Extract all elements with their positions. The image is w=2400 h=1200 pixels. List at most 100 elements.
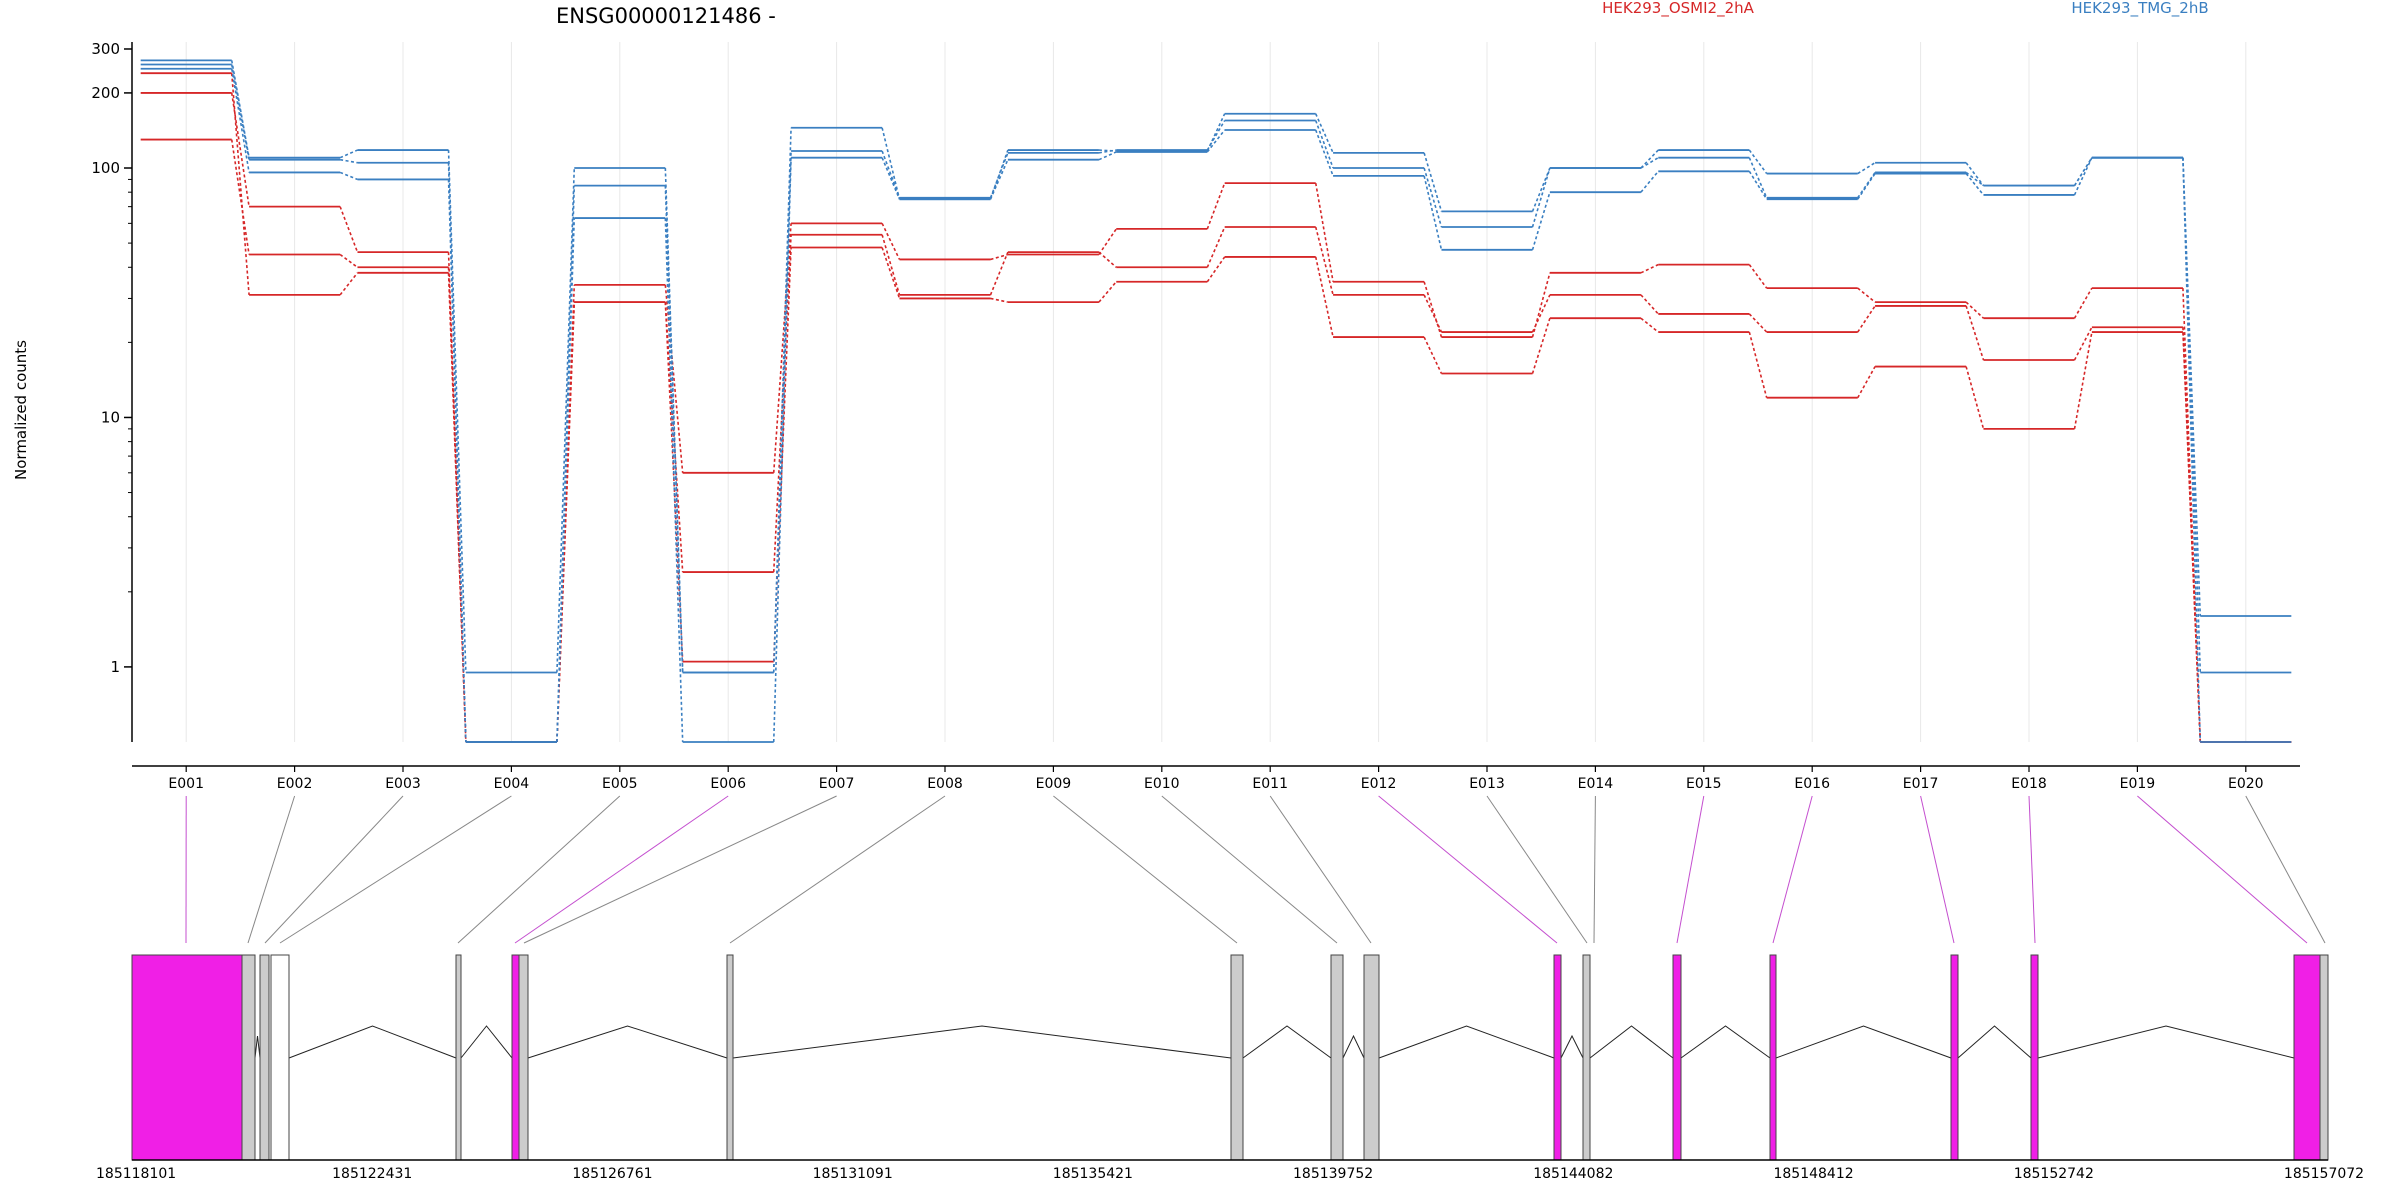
intron [460,1025,513,1059]
coordinate-label: 185144082 [1533,1166,1613,1182]
x-tick-label: E014 [1578,776,1614,792]
exon-block [1582,954,1591,1161]
series-transition [1531,191,1551,251]
series-transition [1206,226,1226,268]
x-tick-label: E015 [1686,776,1722,792]
x-tick-label: E020 [2228,776,2264,792]
exon-block [511,954,520,1161]
series-transition [1098,149,1117,154]
legend-entry: HEK293_TMG_2hB [2071,0,2208,18]
series-transition [1531,167,1551,212]
exon-block [2319,954,2329,1161]
series-transition [230,73,250,295]
exon-connector [264,795,404,944]
intron [2037,1025,2295,1059]
exon-block [455,954,462,1161]
series-transition [230,139,250,255]
series-transition [1748,264,1768,289]
exon-connector [2137,795,2308,944]
series-transition [1965,173,1985,196]
intron [1342,1034,1365,1059]
coordinate-label: 185135421 [1053,1166,1133,1182]
series [140,67,2292,743]
exon-block [1553,954,1562,1161]
series-transition [1965,171,1984,187]
chart-title: ENSG00000121486 - [556,4,776,28]
x-tick-label: E002 [277,776,313,792]
x-tick-label: E011 [1252,776,1288,792]
exon-connector [247,795,296,944]
exon-connector [729,795,946,944]
series-transition [339,272,359,296]
intron [1775,1025,1952,1059]
series-transition [1314,182,1334,282]
series-transition [881,223,901,260]
series-transition [1098,281,1117,303]
series-transition [1531,272,1551,338]
intron [1957,1025,2032,1059]
series-transition [990,297,1009,303]
series-transition [2073,157,2093,187]
series [140,138,2292,743]
x-tick-label: E009 [1036,776,1072,792]
x-tick-label: E012 [1361,776,1397,792]
series-transition [664,185,684,673]
series-transition [339,149,358,159]
series-transition [556,185,576,743]
exon-connector [1269,795,1372,944]
series-transition [556,218,576,743]
series-transition [772,234,792,573]
series-transition [2073,287,2093,319]
series-transition [881,234,901,296]
coordinate-label: 185139752 [1293,1166,1373,1182]
series-transition [339,171,358,181]
series-transition [772,150,792,673]
series-transition [664,284,684,473]
series-transition [2182,332,2202,743]
series-transition [1314,129,1334,177]
series-transition [989,251,1009,296]
exon-block [2293,954,2321,1161]
exon-block [518,954,529,1161]
series-transition [1423,336,1443,374]
series-transition [664,218,684,743]
exon-block [259,954,270,1161]
series-transition [1857,162,1876,175]
exon-block [1950,954,1959,1161]
exon-block [2030,954,2039,1161]
y-axis-label: Normalized counts [12,340,30,480]
series-transition [1531,167,1551,228]
series-transition [1098,251,1117,268]
series-transition [1206,182,1226,230]
coordinate-label: 185152742 [2014,1166,2094,1182]
series-transition [1423,167,1443,228]
y-tick-label: 300 [91,40,120,58]
series-transition [1965,162,1985,187]
series-transition [1857,366,1876,399]
x-tick-label: E006 [710,776,746,792]
gene-model: 185118101 185122431 185126761 185131091 1851… [96,954,2364,1182]
exon-block [1769,954,1777,1161]
x-tick-label: E010 [1144,776,1180,792]
series-transition [1640,170,1659,193]
series-transition [664,167,684,673]
exon-connector [1593,795,1596,944]
series-transition [1531,294,1551,333]
series-transition [1748,157,1768,199]
series-transition [1748,149,1768,175]
exon-connector [2028,795,2036,944]
series-transition [2073,326,2093,361]
x-tick-label: E007 [819,776,855,792]
series-transition [1857,305,1876,333]
series [140,92,2292,743]
series-transition [339,253,358,268]
series-transition [881,247,901,299]
series [140,63,2292,743]
exon-connector [1772,795,1813,944]
series-transition [447,150,467,673]
legend-entry: HEK293_OSMI2_2hA [1602,0,1755,18]
series-transition [339,206,359,253]
exon-connector [1378,795,1558,944]
series-transition [1965,301,1985,319]
